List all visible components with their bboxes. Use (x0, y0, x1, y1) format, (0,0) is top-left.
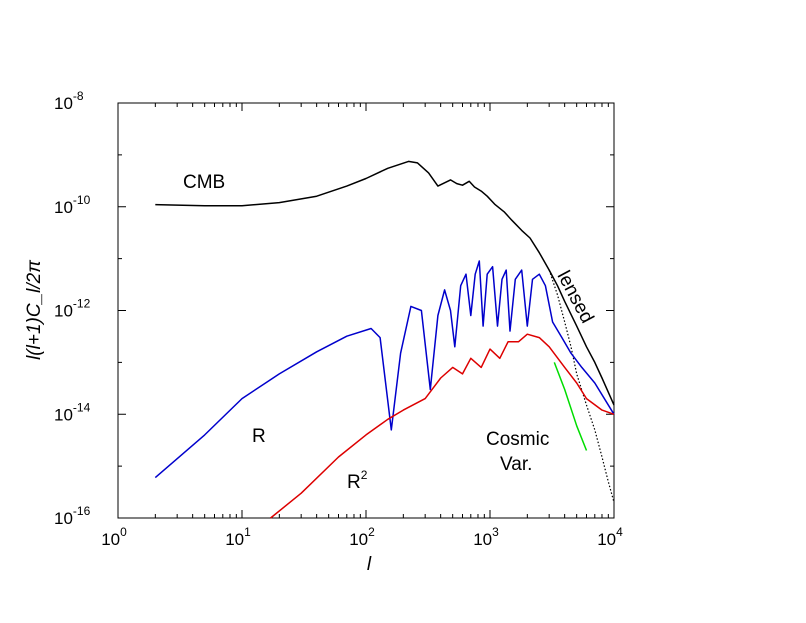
y-tick-exponent: -14 (73, 400, 91, 414)
y-tick-label: 10-10 (54, 193, 91, 217)
axis-ticks (117, 102, 615, 519)
x-tick-labels: 100 101 102 103 104 (101, 525, 623, 549)
y-tick-base: 10 (54, 302, 73, 321)
y-tick-label: 10-12 (54, 297, 91, 321)
x-axis-label: l (367, 554, 372, 575)
series-line-3 (270, 333, 615, 519)
y-tick-label: 10-16 (54, 504, 91, 528)
annotation-cmb: CMB (183, 172, 225, 193)
x-tick-exponent: 1 (244, 525, 251, 539)
series-line-4 (553, 362, 588, 451)
y-tick-exponent: -10 (73, 193, 91, 207)
x-tick-base: 10 (473, 530, 492, 549)
annotation-r: R (252, 426, 266, 447)
annotation-r-squared-base: R (347, 472, 361, 493)
y-tick-exponent: -12 (73, 297, 91, 311)
annotation-r-squared-exp: 2 (361, 468, 368, 482)
y-tick-base: 10 (54, 509, 73, 528)
x-tick-label: 101 (225, 525, 251, 549)
x-tick-exponent: 2 (368, 525, 375, 539)
y-tick-exponent: -16 (73, 504, 91, 518)
x-tick-base: 10 (225, 530, 244, 549)
plot-frame (117, 102, 615, 519)
x-tick-label: 103 (473, 525, 499, 549)
series-line-2 (154, 260, 615, 479)
y-tick-label: 10-14 (54, 400, 91, 424)
annotation-lensed: lensed (553, 267, 598, 326)
y-tick-base: 10 (54, 198, 73, 217)
y-tick-exponent: -8 (73, 89, 84, 103)
x-tick-exponent: 3 (492, 525, 499, 539)
series-lines (154, 160, 615, 519)
x-tick-base: 10 (101, 530, 120, 549)
x-tick-base: 10 (597, 530, 616, 549)
annotation-cosmic: Cosmic (486, 429, 549, 450)
x-tick-label: 102 (349, 525, 375, 549)
x-tick-exponent: 0 (120, 525, 127, 539)
x-tick-label: 104 (597, 525, 623, 549)
x-tick-exponent: 4 (616, 525, 623, 539)
annotation-variance: Var. (500, 454, 532, 475)
y-tick-base: 10 (54, 405, 73, 424)
y-tick-label: 10-8 (54, 89, 84, 113)
x-tick-base: 10 (349, 530, 368, 549)
x-tick-label: 100 (101, 525, 127, 549)
series-line-0 (155, 160, 615, 406)
y-tick-base: 10 (54, 94, 73, 113)
y-axis-label: l(l+1)C_l/2π (24, 259, 45, 360)
annotation-r-squared: R2 (347, 468, 368, 493)
